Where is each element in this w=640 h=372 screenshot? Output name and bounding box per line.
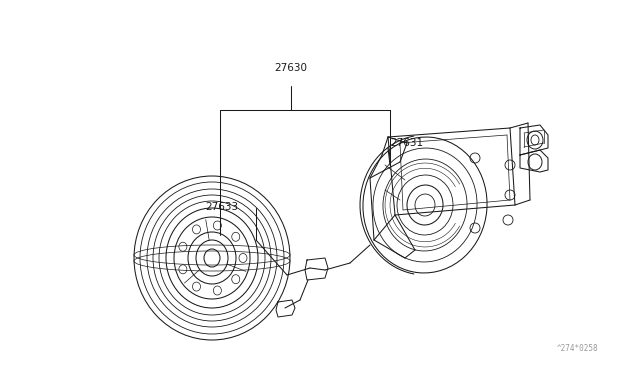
Text: 27633: 27633 — [205, 202, 239, 212]
Text: 27630: 27630 — [275, 63, 307, 73]
Text: ^274*0258: ^274*0258 — [556, 344, 598, 353]
Text: 27631: 27631 — [390, 138, 423, 148]
